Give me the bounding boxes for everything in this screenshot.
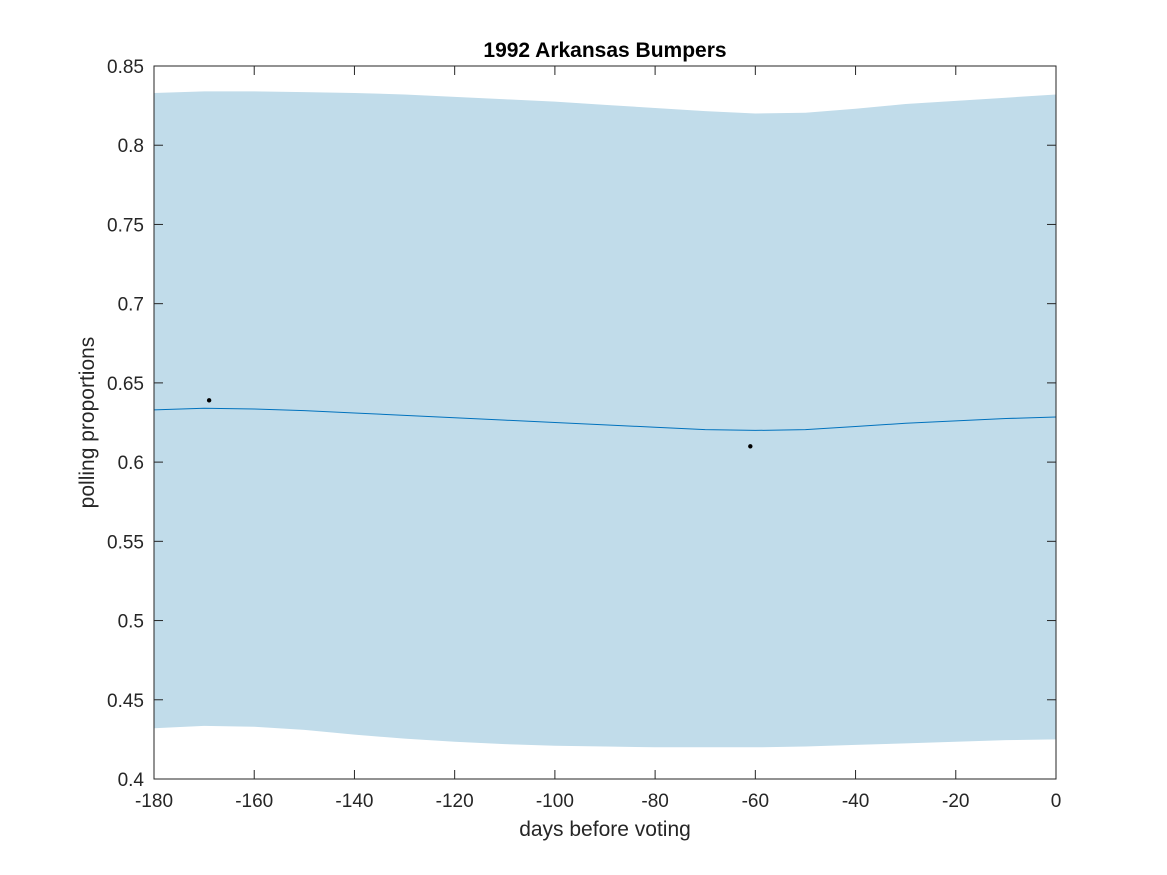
y-tick-label-3: 0.55 <box>107 532 144 553</box>
x-tick-label-4: -100 <box>536 791 574 812</box>
y-tick-label-6: 0.7 <box>118 295 144 316</box>
y-tick-label-2: 0.5 <box>118 612 144 633</box>
y-tick-label-1: 0.45 <box>107 691 144 712</box>
x-tick-label-0: -180 <box>135 791 173 812</box>
x-tick-label-5: -80 <box>641 791 668 812</box>
y-tick-label-4: 0.6 <box>118 453 144 474</box>
x-tick-label-6: -60 <box>742 791 769 812</box>
x-tick-label-3: -120 <box>436 791 474 812</box>
y-tick-label-7: 0.75 <box>107 215 144 236</box>
x-ticks: -180 -160 -140 -120 -100 -80 -60 -40 -20 0 <box>135 66 1061 812</box>
chart-title: 1992 Arkansas Bumpers <box>483 39 726 62</box>
x-tick-label-8: -20 <box>942 791 969 812</box>
y-axis-label: polling proportions <box>76 337 99 509</box>
x-tick-label-7: -40 <box>842 791 869 812</box>
x-axis-label: days before voting <box>519 818 691 841</box>
y-tick-label-9: 0.85 <box>107 57 144 78</box>
axes-box <box>153 65 1057 780</box>
trend-line <box>153 407 1057 431</box>
x-tick-label-9: 0 <box>1051 791 1062 812</box>
plot-area: -180 -160 -140 -120 -100 -80 -60 -40 -20 0 0.40.4… <box>107 57 1061 812</box>
y-tick-label-8: 0.8 <box>118 136 144 157</box>
y-ticks: 0.4 0.45 0.5 0.55 0.6 0.65 0.7 0.75 0.8 0.85 <box>107 57 1056 791</box>
y-tick-label-0: 0.4 <box>118 770 145 791</box>
poll-points <box>206 398 753 449</box>
poll-point-0 <box>206 398 212 403</box>
y-tick-label-5: 0.65 <box>107 374 144 395</box>
x-tick-label-1: -160 <box>235 791 273 812</box>
x-tick-label-2: -140 <box>335 791 373 812</box>
poll-point-1 <box>748 444 753 449</box>
confidence-band <box>154 91 1056 748</box>
